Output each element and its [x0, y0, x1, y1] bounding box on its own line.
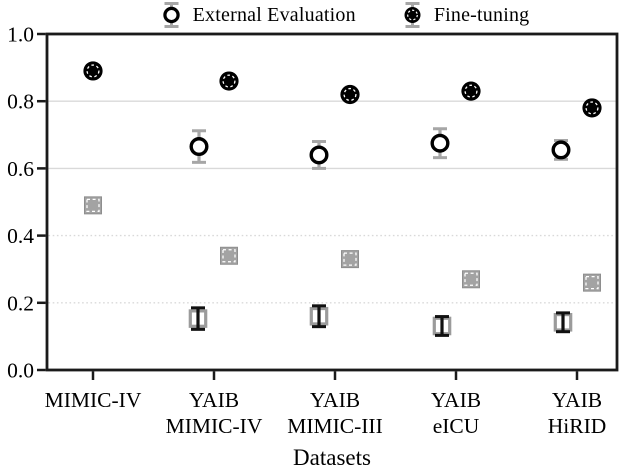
chart-legend: External Evaluation Fine-tuning: [0, 0, 624, 30]
x-tick-label: MIMIC-IV: [166, 414, 263, 438]
y-tick-label: 0.6: [7, 157, 34, 181]
data-point-filled-square-cat0: [84, 196, 102, 215]
data-point-filled-circle-cat0-inner-ring: [86, 64, 100, 78]
data-point-filled-circle-cat1: [219, 71, 239, 91]
x-tick-label: YAIB: [310, 388, 360, 412]
data-point-filled-square-cat2-inner-edge: [343, 252, 357, 266]
data-point-open-circle-cat4: [551, 140, 571, 160]
data-point-open-circle-cat3: [430, 133, 450, 153]
fine-tuning-marker-icon: [404, 2, 421, 28]
x-tick-label: HiRID: [548, 414, 607, 438]
data-point-filled-square-cat2: [341, 250, 359, 269]
y-tick-label: 0.8: [7, 90, 34, 114]
legend-label-external-evaluation: External Evaluation: [192, 4, 356, 26]
x-tick-label: YAIB: [431, 388, 481, 412]
plot-box: [45, 32, 619, 372]
x-tick-label: MIMIC-III: [287, 414, 383, 438]
x-axis-title: Datasets: [293, 445, 371, 470]
data-point-filled-circle-cat3-inner-ring: [464, 84, 478, 98]
data-point-filled-circle-cat3: [461, 81, 481, 101]
data-point-filled-circle-cat0: [83, 61, 103, 81]
data-point-filled-square-cat3-inner-edge: [464, 272, 478, 286]
data-point-filled-circle-cat2-inner-ring: [343, 87, 357, 102]
x-tick-label: YAIB: [552, 388, 602, 412]
external-evaluation-marker-icon: [162, 2, 180, 28]
x-tick-label: YAIB: [189, 388, 239, 412]
legend-item-external-evaluation: External Evaluation: [161, 0, 356, 30]
data-point-filled-square-cat4: [583, 273, 601, 292]
legend-label-fine-tuning: Fine-tuning: [433, 4, 530, 26]
data-point-filled-square-cat1-inner-edge: [222, 249, 236, 263]
data-point-filled-circle-cat2: [340, 84, 360, 105]
y-tick-label: 1.0: [7, 23, 34, 47]
x-tick-label: MIMIC-IV: [45, 388, 142, 412]
y-tick-label: 0.4: [7, 224, 34, 248]
y-tick-label: 0.0: [7, 359, 34, 383]
data-point-filled-square-cat3: [462, 270, 480, 289]
data-point-filled-square-cat4-inner-edge: [585, 275, 599, 290]
data-point-filled-circle-cat4: [582, 98, 602, 118]
data-point-filled-square-cat1: [220, 246, 238, 265]
x-tick-label: eICU: [433, 414, 480, 438]
legend-item-fine-tuning: Fine-tuning: [402, 0, 530, 30]
data-point-filled-square-cat0-inner-edge: [86, 198, 100, 213]
data-point-open-circle-cat1: [189, 137, 209, 157]
data-point-open-circle-cat2: [309, 145, 329, 165]
y-tick-label: 0.2: [7, 291, 34, 315]
data-point-filled-circle-cat1-inner-ring: [222, 74, 236, 88]
data-point-filled-circle-cat4-inner-ring: [585, 101, 599, 115]
